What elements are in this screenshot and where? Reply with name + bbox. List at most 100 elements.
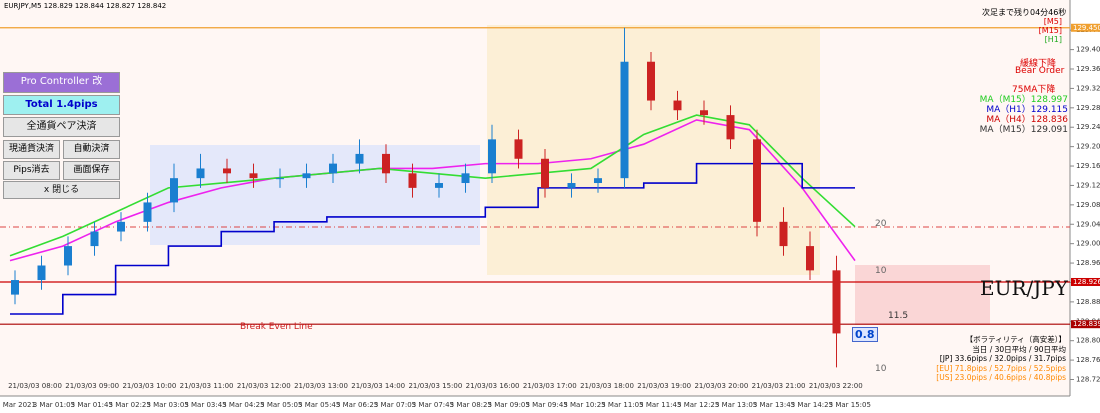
y-tick-label: 129.245 [1076,123,1100,131]
y-tick-label: 129.405 [1076,46,1100,54]
level-tag-label: 129.450 [1073,24,1100,32]
time-label: 3 Mar 05:05 [260,401,302,409]
target-box [855,265,990,325]
candle-body [64,246,72,266]
candle-body [382,153,390,174]
candle-body [647,61,655,101]
y-tick-label: 129.205 [1076,143,1100,151]
order-signal: Bear Order [1015,66,1065,76]
time-label: 21/03/03 22:00 [809,382,863,390]
vol-us: [US] 23.0pips / 40.6pips / 40.8pips [936,373,1066,382]
session-box [150,145,480,245]
time-label: 3 Mar 11:05 [601,401,643,409]
time-label: 3 Mar 03:45 [184,401,226,409]
time-label: 21/03/03 12:00 [237,382,291,390]
candle-body [806,246,814,271]
close-all-button[interactable]: 全通貨ペア決済 [3,117,120,137]
time-label: 21/03/03 14:00 [351,382,405,390]
time-label: 3 Mar 01:05 [33,401,75,409]
time-label: 3 Mar 2021 [0,401,36,409]
candle-body [276,178,284,180]
time-label: 3 Mar 08:25 [450,401,492,409]
ma-legend-entry: MA（M15）128.997 [979,95,1068,105]
y-tick-label: 129.085 [1076,201,1100,209]
candle-body [223,168,231,174]
volatility-info: 【ボラティリティ（高安差）】 当日 / 30日平均 / 90日平均 [JP] 3… [930,335,1066,383]
candle-body [620,61,629,179]
y-tick-label: 129.365 [1076,65,1100,73]
time-label: 21/03/03 10:00 [122,382,176,390]
level-label: 10 [875,266,887,276]
y-tick-label: 128.885 [1076,298,1100,306]
time-label: 3 Mar 13:05 [715,401,757,409]
candle-body [753,139,761,222]
candle-body [594,178,602,184]
time-label: 21/03/03 15:00 [408,382,462,390]
candle-body [700,110,708,116]
candle-body [488,139,496,174]
save-screen-button[interactable]: 画面保存 [63,161,120,180]
time-label: 3 Mar 07:05 [374,401,416,409]
y-tick-label: 129.125 [1076,181,1100,189]
vol-header: 当日 / 30日平均 / 90日平均 [972,344,1066,354]
total-pips: Total 1.4pips [3,95,120,115]
time-label: 3 Mar 11:45 [639,401,681,409]
pips-box: 0.8 [852,327,878,342]
vol-jp: [JP] 33.6pips / 32.0pips / 31.7pips [939,354,1066,363]
candle-body [90,231,99,247]
y-tick-label: 129.045 [1076,220,1100,228]
time-label: 3 Mar 09:05 [488,401,530,409]
level-tag [1071,23,1100,32]
candle-body [514,139,523,159]
time-label: 3 Mar 05:45 [298,401,340,409]
time-label: 3 Mar 06:25 [336,401,378,409]
time-label: 21/03/03 17:00 [523,382,577,390]
countdown: 次足まで残り04分46秒 [982,8,1067,17]
close-panel-button[interactable]: x 閉じる [3,181,120,199]
level-tag-label: 128.926 [1073,278,1100,286]
candle-body [435,183,443,188]
time-label: 3 Mar 15:05 [829,401,871,409]
candle-body [461,173,470,184]
timeframe-label: [M15] [1038,26,1062,35]
candle-body [832,270,841,334]
level-label: 11.5 [888,311,909,321]
level-label: 10 [875,364,887,374]
ma75-signal: 75MA下降 [1012,85,1056,95]
panel-title: Pro Controller 改 [3,72,120,93]
clear-pips-button[interactable]: Pips消去 [3,161,60,180]
time-label: 21/03/03 20:00 [694,382,748,390]
time-label: 3 Mar 03:05 [146,401,188,409]
time-label: 21/03/03 18:00 [580,382,634,390]
candle-body [117,221,125,232]
auto-close-button[interactable]: 自動決済 [63,140,120,159]
time-label: 3 Mar 12:25 [677,401,719,409]
candle-body [196,168,205,179]
timeframe-label: [H1] [1044,35,1062,44]
vol-eu: [EU] 71.8pips / 52.7pips / 52.5pips [936,363,1066,373]
ma-legend-entry: MA（M15）129.091 [979,125,1068,135]
level-tag [1071,277,1100,286]
time-label: 3 Mar 07:45 [412,401,454,409]
close-current-button[interactable]: 現通貨決済 [3,140,60,159]
candle-body [726,115,735,140]
timeframe-signals: [M5] [M15] [H1] [1030,17,1062,44]
time-label: 21/03/03 09:00 [65,382,119,390]
candle-body [408,173,417,188]
candle-body [329,163,337,174]
level-tag [1071,320,1100,329]
candle-body [170,178,178,203]
y-tick-label: 129.285 [1076,104,1100,112]
time-label: 3 Mar 09:45 [525,401,567,409]
time-label: 3 Mar 02:25 [109,401,151,409]
candle-body [37,265,46,281]
candle-body [302,173,311,179]
level-label: 20 [875,219,887,229]
ma-legend-entry: MA（H4）128.836 [986,115,1068,125]
trend-signal: 緩線下降 [1020,59,1057,69]
vol-title: 【ボラティリティ（高安差）】 [965,335,1066,344]
y-tick-label: 129.325 [1076,84,1100,92]
time-label: 3 Mar 14:25 [791,401,833,409]
